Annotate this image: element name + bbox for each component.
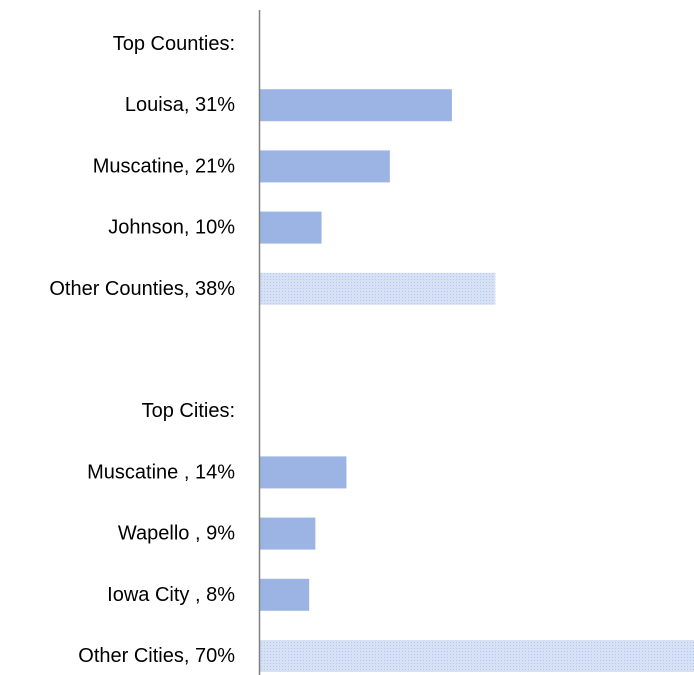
bar-wapello-9 xyxy=(259,517,316,550)
category-label-louisa-31: Louisa, 31% xyxy=(125,94,235,116)
category-label-other-counties-38: Other Counties, 38% xyxy=(49,278,235,300)
category-label-top-counties: Top Counties: xyxy=(113,33,235,55)
bars-group xyxy=(259,89,694,672)
bar-other-counties-38 xyxy=(259,272,496,305)
category-labels: Top Counties: Louisa, 31% Muscatine, 21% Jo… xyxy=(49,33,235,667)
bar-muscatine-21 xyxy=(259,150,390,183)
category-label-johnson-10: Johnson, 10% xyxy=(108,217,235,239)
bar-muscatine-14 xyxy=(259,456,347,489)
category-label-iowa-city-8: Iowa City , 8% xyxy=(107,584,235,606)
bar-other-cities-70 xyxy=(259,640,694,672)
category-label-wapello-9: Wapello , 9% xyxy=(118,523,235,545)
category-label-other-cities-70: Other Cities, 70% xyxy=(78,645,235,667)
bar-louisa-31 xyxy=(259,89,452,122)
category-label-muscatine-21: Muscatine, 21% xyxy=(93,155,236,177)
category-label-top-cities: Top Cities: xyxy=(142,400,235,422)
bar-johnson-10 xyxy=(259,211,322,244)
category-label-muscatine-14: Muscatine , 14% xyxy=(87,461,235,483)
bar-iowa-city-8 xyxy=(259,578,310,611)
